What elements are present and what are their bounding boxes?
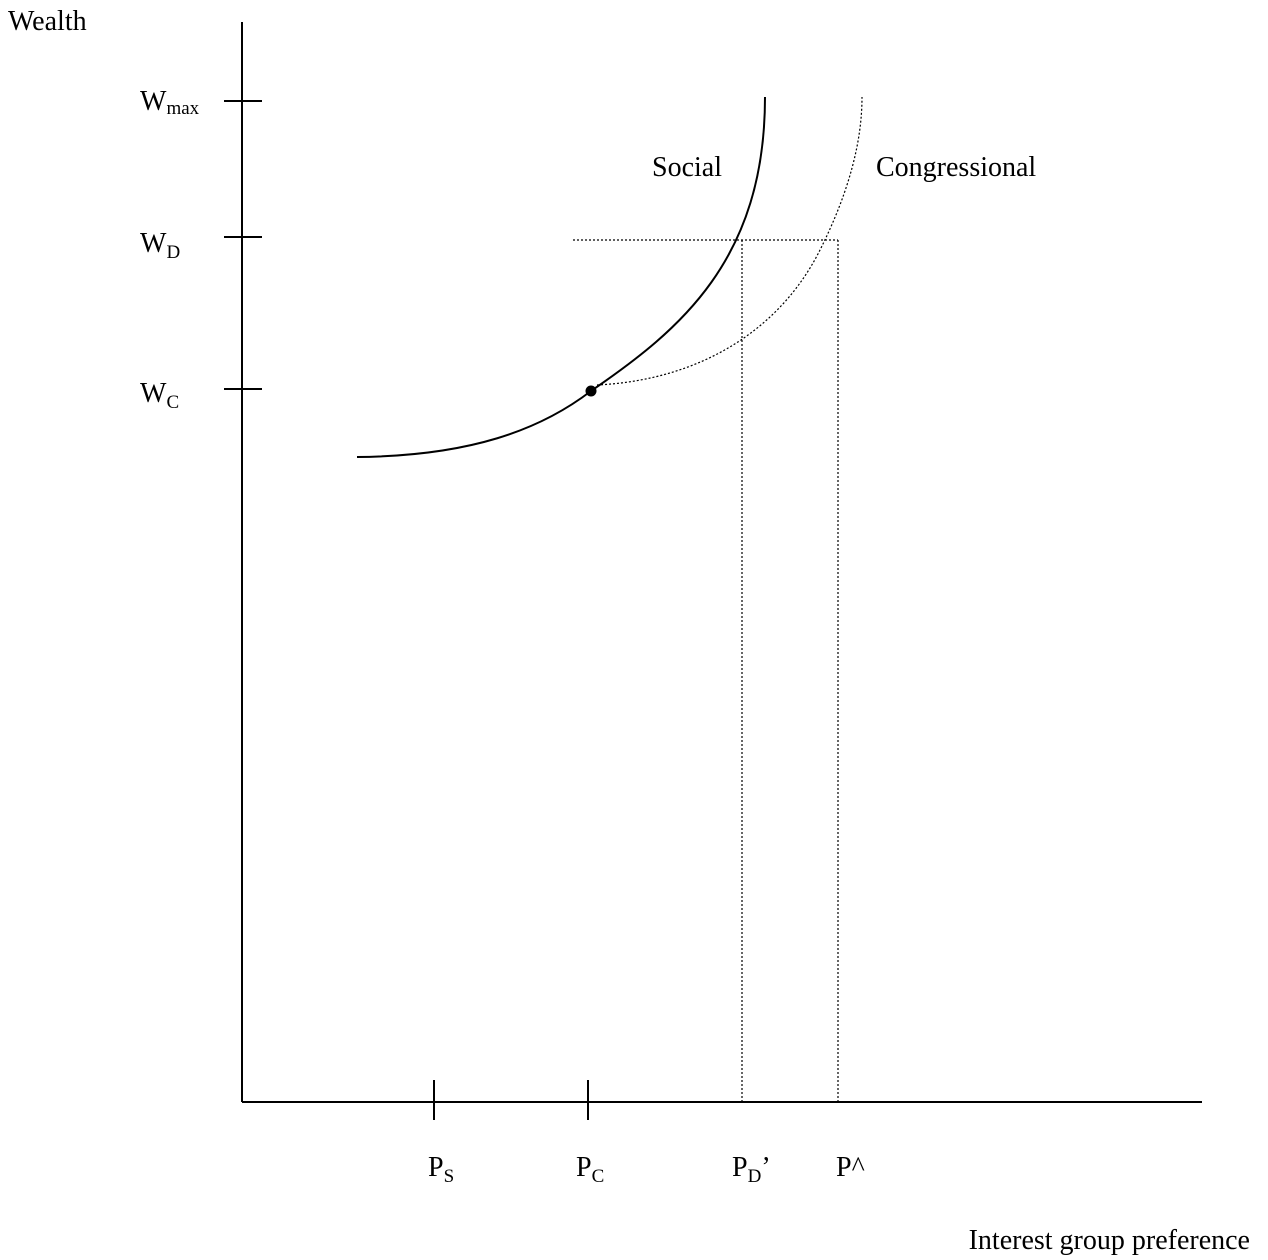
x-tick-label: PD’ (732, 1152, 771, 1187)
point (585, 385, 597, 397)
x-axis-label: Interest group preference (969, 1225, 1250, 1256)
y-tick-label: WC (140, 378, 179, 413)
congressional-curve (596, 96, 863, 386)
y-tick-label: WD (140, 228, 180, 263)
x-tick-label: PS (428, 1152, 454, 1187)
y-tick-label: Wmax (140, 86, 200, 119)
curve-label: Social (652, 152, 722, 183)
social-curve (356, 96, 766, 458)
curve-label: Congressional (876, 152, 1036, 183)
x-tick-label: P^ (836, 1152, 865, 1183)
y-axis-label: Wealth (8, 6, 87, 37)
x-tick-label: PC (576, 1152, 604, 1187)
